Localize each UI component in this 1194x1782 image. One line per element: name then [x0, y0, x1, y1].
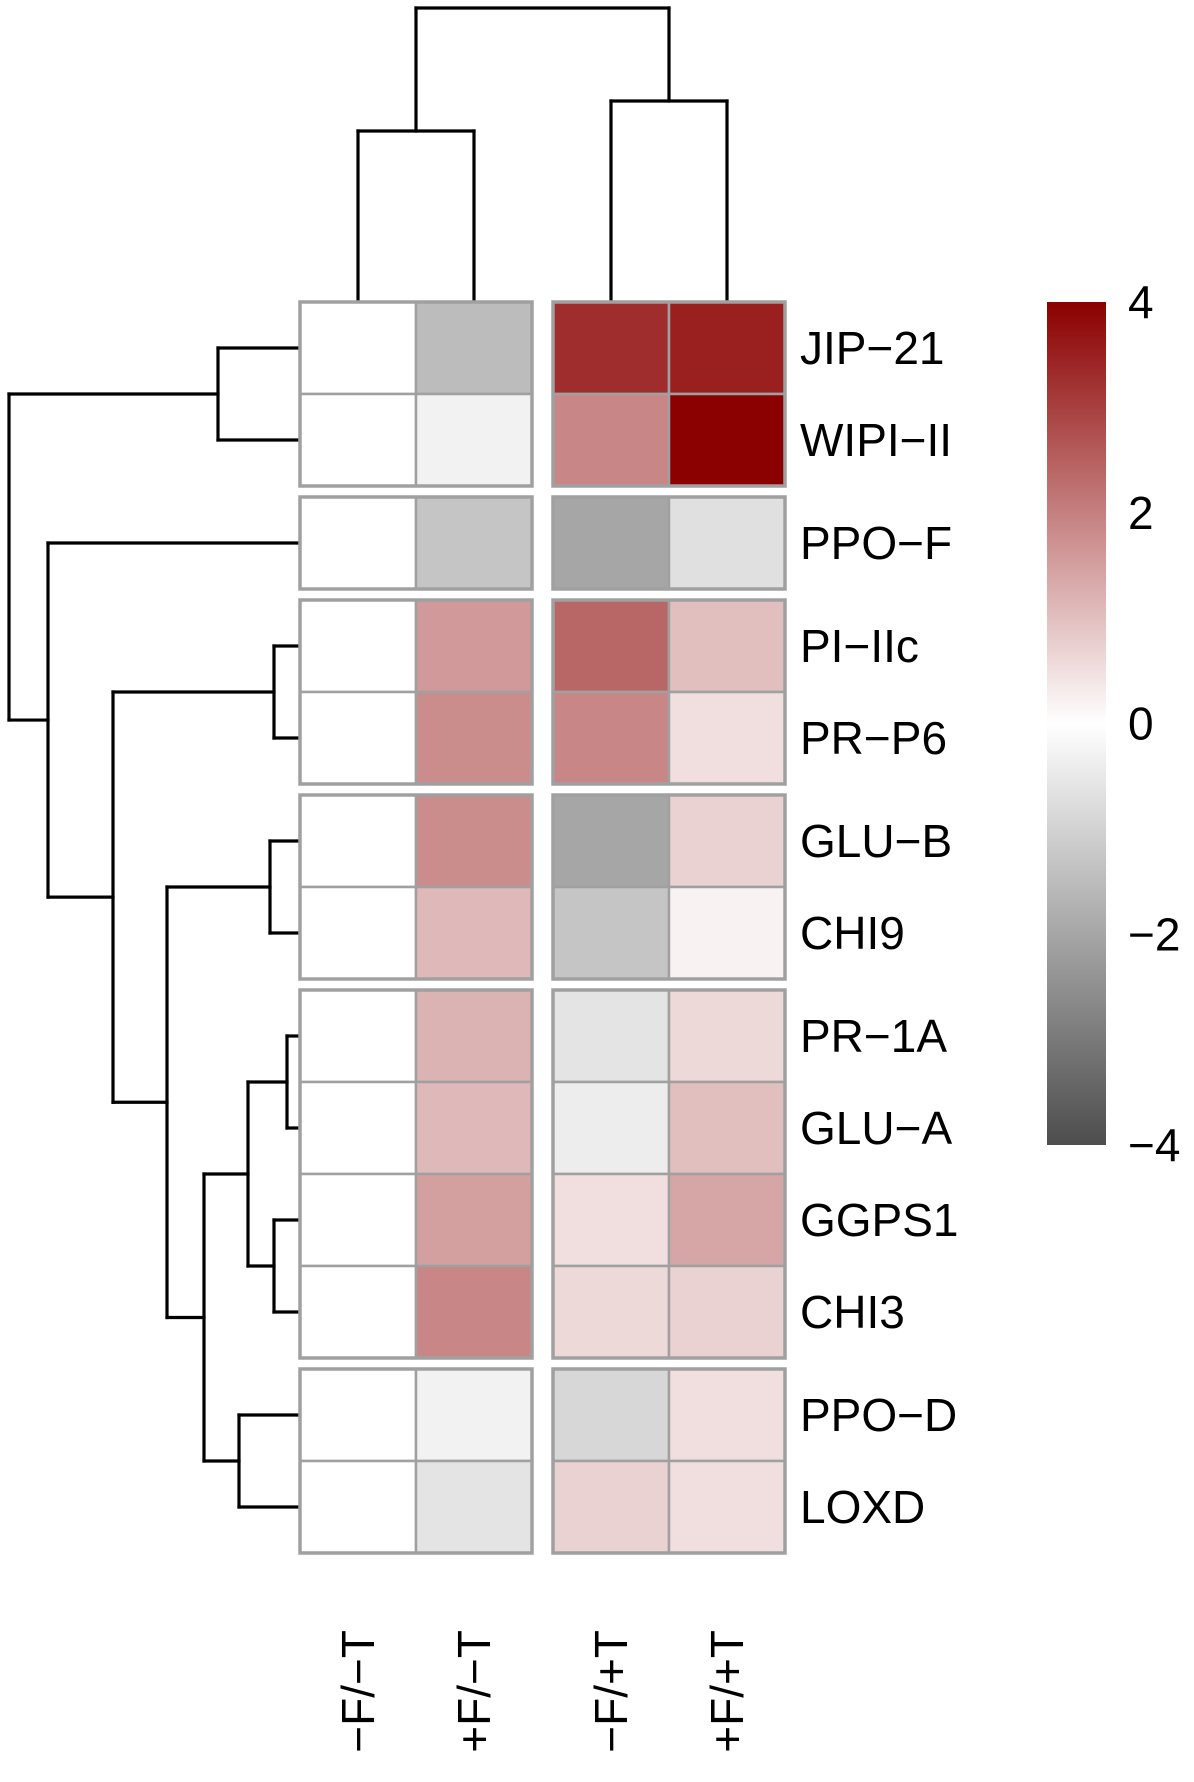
heatmap-cell: [298, 1367, 418, 1463]
heatmap-cell: [667, 1264, 787, 1360]
heatmap-cell: [298, 988, 418, 1084]
row-label: PR−P6: [800, 712, 947, 764]
heatmap-cell: [414, 1172, 534, 1268]
heatmap-cell: [414, 392, 534, 488]
heatmap-cell: [667, 885, 787, 981]
cluster-block-borders: [298, 300, 787, 1555]
heatmap-cell: [551, 1172, 671, 1268]
row-label: JIP−21: [800, 322, 945, 374]
heatmap-cell: [551, 690, 671, 786]
color-scale-tick-label: 2: [1128, 487, 1154, 539]
cluster-block: [298, 1367, 534, 1555]
cluster-block: [298, 495, 534, 591]
heatmap-cell: [551, 1459, 671, 1555]
column-label: −F/+T: [585, 1630, 637, 1753]
heatmap-cell: [298, 1172, 418, 1268]
heatmap-cell: [667, 988, 787, 1084]
cluster-block: [551, 1367, 787, 1555]
column-label: +F/−T: [448, 1630, 500, 1753]
heatmap-cell: [667, 495, 787, 591]
heatmap-cell: [414, 690, 534, 786]
heatmap-cell: [298, 1459, 418, 1555]
row-label: PR−1A: [800, 1010, 947, 1062]
heatmap-cell: [298, 1264, 418, 1360]
heatmap-cell: [551, 300, 671, 396]
row-label: GLU−A: [800, 1102, 952, 1154]
heatmap-cell: [667, 690, 787, 786]
heatmap-cell: [551, 598, 671, 694]
cluster-block: [298, 988, 534, 1360]
row-label: CHI3: [800, 1286, 905, 1338]
heatmap-cell: [551, 1367, 671, 1463]
color-scale-tick-label: 4: [1128, 276, 1154, 328]
heatmap-cell: [414, 1367, 534, 1463]
heatmap-cell: [667, 1367, 787, 1463]
heatmap-cell: [667, 392, 787, 488]
heatmap-cell: [551, 1080, 671, 1176]
cluster-block: [298, 300, 534, 488]
heatmap-cell: [414, 598, 534, 694]
cluster-block: [551, 300, 787, 488]
heatmap-cell: [414, 793, 534, 889]
heatmap-cell: [551, 1264, 671, 1360]
heatmap-cell: [298, 392, 418, 488]
row-label: WIPI−II: [800, 414, 952, 466]
heatmap-cell: [298, 495, 418, 591]
cluster-block: [551, 793, 787, 981]
heatmap-cell: [667, 1459, 787, 1555]
heatmap-cell: [414, 1459, 534, 1555]
heatmap-cell: [414, 885, 534, 981]
cluster-block: [298, 793, 534, 981]
heatmap-cell: [667, 598, 787, 694]
heatmap-cell: [298, 598, 418, 694]
column-labels: −F/−T +F/−T −F/+T +F/+T: [332, 1630, 753, 1753]
heatmap-cells: [298, 300, 787, 1555]
color-scale-legend: 4 2 0 −2 −4: [1047, 276, 1180, 1171]
row-labels: JIP−21 WIPI−II PPO−F PI−IIc PR−P6 GLU−B CHI9 PR…: [800, 322, 959, 1533]
row-label: PPO−F: [800, 517, 952, 569]
column-label: −F/−T: [332, 1630, 384, 1753]
color-scale-bar: [1047, 302, 1106, 1145]
column-label: +F/+T: [701, 1630, 753, 1753]
heatmap-cell: [414, 1264, 534, 1360]
heatmap-cell: [414, 988, 534, 1084]
heatmap-cell: [298, 690, 418, 786]
heatmap-cell: [551, 392, 671, 488]
heatmap-cell: [298, 1080, 418, 1176]
heatmap-cell: [414, 1080, 534, 1176]
heatmap-cell: [551, 793, 671, 889]
cluster-block: [551, 988, 787, 1360]
heatmap-cell: [667, 793, 787, 889]
heatmap-cell: [414, 300, 534, 396]
heatmap-cell: [551, 988, 671, 1084]
row-dendrogram: [7, 346, 302, 1509]
row-label: GGPS1: [800, 1194, 959, 1246]
color-scale-tick-label: −4: [1128, 1119, 1180, 1171]
heatmap-cell: [551, 885, 671, 981]
cluster-block: [298, 598, 534, 786]
row-label: LOXD: [800, 1481, 925, 1533]
column-dendrogram: [356, 6, 729, 304]
row-label: GLU−B: [800, 815, 952, 867]
heatmap-cell: [414, 495, 534, 591]
cluster-block: [551, 495, 787, 591]
color-scale-tick-label: 0: [1128, 698, 1154, 750]
heatmap-cell: [667, 1172, 787, 1268]
heatmap-cell: [298, 300, 418, 396]
row-label: PI−IIc: [800, 620, 919, 672]
row-label: CHI9: [800, 907, 905, 959]
heatmap-cell: [667, 300, 787, 396]
heatmap-cell: [298, 885, 418, 981]
cluster-block: [551, 598, 787, 786]
color-scale-tick-label: −2: [1128, 908, 1180, 960]
row-label: PPO−D: [800, 1389, 957, 1441]
heatmap-cell: [298, 793, 418, 889]
heatmap-cell: [667, 1080, 787, 1176]
heatmap-cell: [551, 495, 671, 591]
